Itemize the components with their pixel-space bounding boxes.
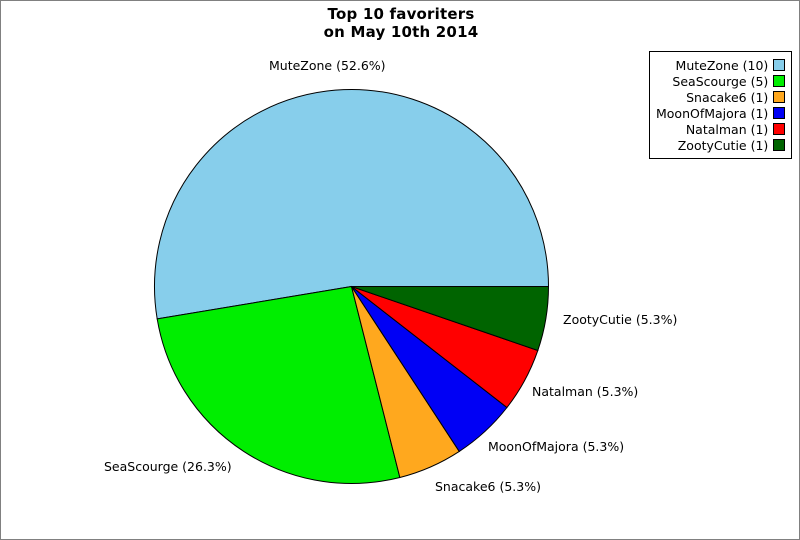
slice-label-natalman: Natalman (5.3%) [532,384,639,399]
slice-label-seascourge: SeaScourge (26.3%) [104,459,232,474]
legend-color-swatch [773,123,786,135]
chart-title: Top 10 favoriters on May 10th 2014 [1,5,799,41]
legend: MuteZone (10) SeaScourge (5) Snacake6 (1) M… [649,51,793,159]
legend-item-label: MuteZone (10) [675,57,769,73]
slice-label-zootycutie: ZootyCutie (5.3%) [563,312,678,327]
chart-title-line-1: Top 10 favoriters [327,5,475,23]
pie-slice-group [154,89,550,484]
legend-item-label: MoonOfMajora (1) [656,105,769,121]
legend-item-moonofmajora[interactable]: MoonOfMajora (1) [656,105,786,121]
legend-item-label: Snacake6 (1) [686,89,769,105]
slice-label-moonofmajora: MoonOfMajora (5.3%) [488,439,625,454]
chart-title-line-2: on May 10th 2014 [323,23,479,41]
pie-slice-zootycutie[interactable] [351,286,550,352]
slice-label-snacake6: Snacake6 (5.3%) [435,479,541,494]
legend-item-label: Natalman (1) [685,121,769,137]
legend-color-swatch [773,91,786,103]
legend-item-zootycutie[interactable]: ZootyCutie (1) [656,137,786,153]
legend-color-swatch [773,59,786,71]
legend-color-swatch [773,139,786,151]
pie-slice-seascourge[interactable] [156,285,401,484]
legend-item-snacake6[interactable]: Snacake6 (1) [656,89,786,105]
legend-item-seascourge[interactable]: SeaScourge (5) [656,73,786,89]
slice-label-mutezone: MuteZone (52.6%) [269,58,386,73]
legend-color-swatch [773,75,786,87]
legend-color-swatch [773,107,786,119]
legend-item-natalman[interactable]: Natalman (1) [656,121,786,137]
legend-item-label: SeaScourge (5) [672,73,769,89]
legend-item-mutezone[interactable]: MuteZone (10) [656,57,786,73]
legend-item-label: ZootyCutie (1) [677,137,769,153]
pie-slice-mutezone[interactable] [154,89,550,320]
